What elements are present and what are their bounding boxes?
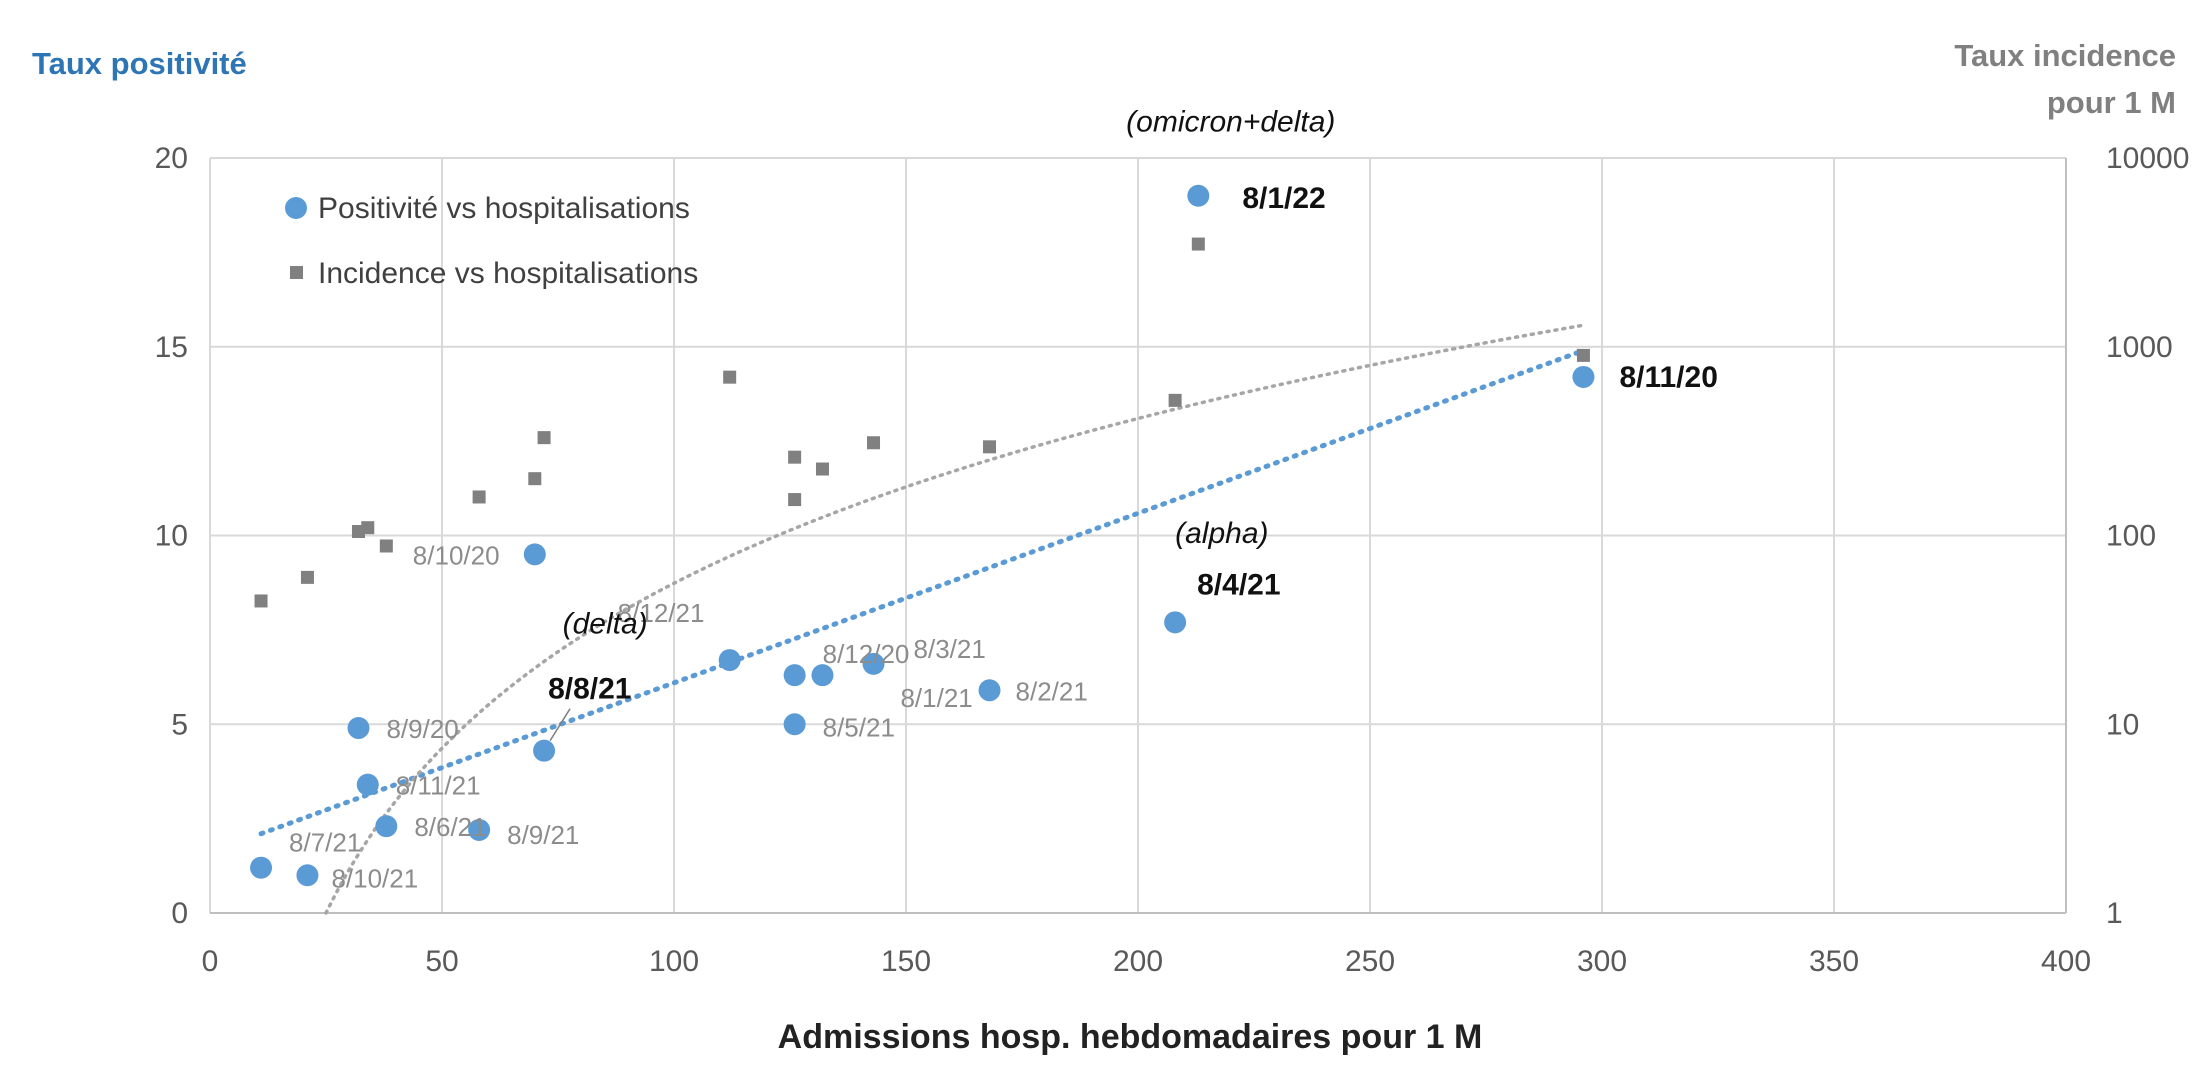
variant-annotation: (alpha) xyxy=(1175,517,1268,550)
incidence-point xyxy=(300,570,314,584)
y2-axis-title: Taux incidence pour 1 M xyxy=(1954,32,2176,126)
legend: Positivité vs hospitalisations Incidence … xyxy=(285,192,698,290)
incidence-point xyxy=(472,490,486,504)
point-label: 8/10/21 xyxy=(331,863,418,893)
x-axis-title-text: Admissions hosp. hebdomadaires pour 1 M xyxy=(777,1018,1483,1056)
y2-tick-label: 100 xyxy=(2106,520,2156,553)
variant-annotation: (delta) xyxy=(563,608,648,641)
positivity-point xyxy=(523,543,546,566)
y-axis-title: Taux positivité xyxy=(32,46,247,81)
point-labels: 8/7/21 8/10/21 8/9/20 8/11/21 8/6/21 8/9/21 8/… xyxy=(289,106,1718,894)
x-tick-label: 150 xyxy=(881,945,931,978)
point-label: 8/2/21 xyxy=(1016,676,1088,706)
point-label: 8/11/20 xyxy=(1619,361,1717,394)
positivity-point xyxy=(783,664,806,687)
point-label: 8/12/21 xyxy=(618,598,705,628)
incidence-point xyxy=(1191,237,1205,251)
positivity-point xyxy=(978,679,1001,702)
log-trendline xyxy=(324,323,1586,915)
positivity-point xyxy=(250,856,273,879)
y2-tick-label: 10 xyxy=(2106,708,2139,741)
y2-axis-title-line2: pour 1 M xyxy=(2046,85,2176,120)
point-label: 8/7/21 xyxy=(289,828,361,858)
incidence-point xyxy=(983,440,997,454)
point-label: 8/3/21 xyxy=(914,634,986,664)
x-tick-label: 100 xyxy=(649,945,699,978)
positivity-point xyxy=(862,652,885,675)
x-tick-label: 350 xyxy=(1809,945,1859,978)
positivity-point xyxy=(1164,611,1187,634)
x-tick-label: 300 xyxy=(1577,945,1627,978)
trendlines xyxy=(258,323,1586,915)
point-label: 8/12/20 xyxy=(823,639,910,669)
data-marks xyxy=(250,184,1595,887)
point-label: 8/4/21 xyxy=(1197,568,1280,601)
point-label: 8/9/21 xyxy=(507,820,579,850)
point-label: 8/9/20 xyxy=(386,714,458,744)
y-tick-label: 20 xyxy=(155,142,188,175)
x-tick-label: 400 xyxy=(2041,945,2091,978)
incidence-point xyxy=(361,521,375,535)
y2-tick-label: 1 xyxy=(2106,897,2123,930)
positivity-point xyxy=(375,815,398,838)
x-tick-label: 250 xyxy=(1345,945,1395,978)
x-tick-label: 200 xyxy=(1113,945,1163,978)
incidence-point xyxy=(254,594,268,608)
axes: 0 50 100 150 200 250 300 350 400 0 5 10 15 20 1 10 100 10… xyxy=(155,142,2190,978)
point-label: 8/11/21 xyxy=(396,771,481,801)
leader-line xyxy=(549,708,571,742)
incidence-point xyxy=(815,462,829,476)
legend-incidence-label: Incidence vs hospitalisations xyxy=(318,257,698,290)
y2-tick-label: 1000 xyxy=(2106,331,2173,364)
linear-trendline xyxy=(258,348,1586,837)
y2-axis-title-line1: Taux incidence xyxy=(1954,38,2176,73)
y-tick-label: 5 xyxy=(171,708,188,741)
incidence-point xyxy=(723,370,737,384)
positivity-point xyxy=(356,773,379,796)
positivity-point xyxy=(811,664,834,687)
point-label: 8/6/21 xyxy=(414,812,486,842)
positivity-point xyxy=(718,649,741,672)
incidence-point xyxy=(1576,348,1590,362)
point-label: 8/1/22 xyxy=(1242,182,1325,215)
x-tick-label: 50 xyxy=(425,945,458,978)
positivity-point xyxy=(296,864,319,887)
y-tick-label: 10 xyxy=(155,520,188,553)
x-axis-title: Admissions hosp. hebdomadaires pour 1 M xyxy=(0,1018,2200,1057)
incidence-point xyxy=(788,493,802,507)
y2-tick-label: 10000 xyxy=(2106,142,2189,175)
legend-positivity-marker xyxy=(285,197,307,219)
incidence-point xyxy=(379,539,393,553)
incidence-point xyxy=(788,450,802,464)
y-tick-label: 15 xyxy=(155,331,188,364)
positivity-point xyxy=(347,717,370,740)
legend-incidence-marker xyxy=(290,266,303,279)
point-label: 8/8/21 xyxy=(548,673,631,706)
positivity-point xyxy=(533,739,556,762)
x-tick-label: 0 xyxy=(202,945,219,978)
incidence-point xyxy=(537,431,551,445)
incidence-point xyxy=(528,472,542,486)
point-label: 8/10/20 xyxy=(413,540,500,570)
point-label: 8/1/21 xyxy=(900,683,972,713)
incidence-point xyxy=(1168,393,1182,407)
positivity-point xyxy=(1572,365,1595,388)
positivity-point xyxy=(468,818,491,841)
positivity-point xyxy=(1187,184,1210,207)
positivity-point xyxy=(783,713,806,736)
variant-annotation: (omicron+delta) xyxy=(1126,106,1335,139)
y-tick-label: 0 xyxy=(171,897,188,930)
point-label: 8/5/21 xyxy=(823,712,895,742)
legend-positivity-label: Positivité vs hospitalisations xyxy=(318,192,690,225)
incidence-point xyxy=(867,436,881,450)
